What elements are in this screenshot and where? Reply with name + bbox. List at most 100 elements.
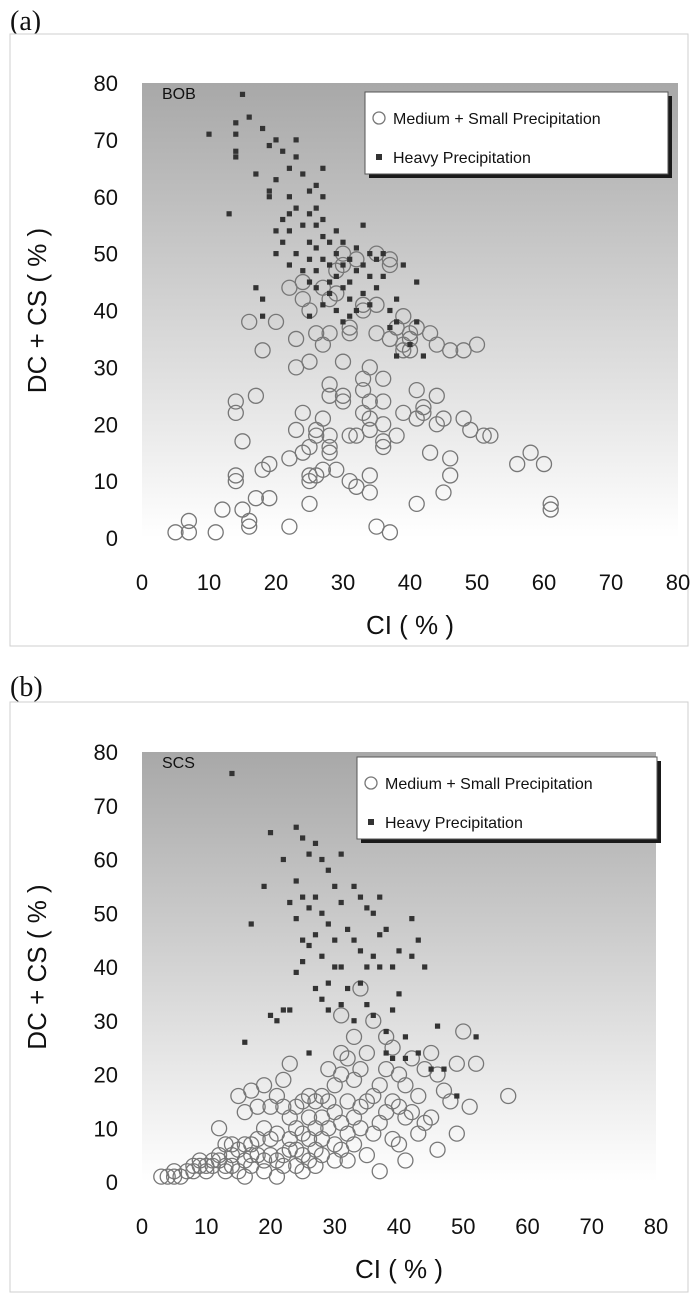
data-point-square <box>320 194 326 200</box>
data-point-circle <box>227 404 244 422</box>
data-point-circle <box>361 359 378 376</box>
x-tick-label: 10 <box>197 570 221 595</box>
data-point-circle <box>462 421 479 439</box>
data-point-square <box>338 1002 344 1008</box>
legend-marker-circle <box>364 776 378 790</box>
data-point-circle <box>334 256 352 274</box>
y-tick-label: 30 <box>94 355 118 380</box>
data-point-square <box>274 1018 280 1024</box>
data-point-circle <box>381 256 399 274</box>
data-point-circle <box>375 416 392 433</box>
data-point-circle <box>241 512 258 530</box>
data-point-circle <box>247 387 265 404</box>
scatter-chart-scs: SCS 0 10 20 30 40 50 60 70 80 0 10 20 30 40 50 60 70 80 CI … <box>9 701 689 1293</box>
data-point-square <box>306 905 312 911</box>
data-point-circle <box>522 444 539 461</box>
data-point-square <box>340 285 346 291</box>
data-point-square <box>253 171 259 177</box>
data-point-square <box>319 856 325 863</box>
data-point-square <box>370 953 376 959</box>
y-tick-label: 40 <box>94 299 118 324</box>
data-point-square <box>233 154 239 160</box>
data-point-square <box>267 830 274 836</box>
data-point-square <box>300 959 306 965</box>
x-tick-label: 0 <box>136 570 148 595</box>
data-point-square <box>266 188 272 194</box>
data-point-square <box>370 910 376 916</box>
data-point-square <box>300 222 306 228</box>
data-point-square <box>351 937 357 943</box>
data-point-square <box>320 165 326 171</box>
y-tick-label: 20 <box>94 412 118 437</box>
data-point-circle <box>429 1141 446 1158</box>
data-point-circle <box>416 1114 433 1132</box>
data-point-square <box>353 245 359 251</box>
data-point-circle <box>509 455 526 473</box>
data-point-circle <box>345 1136 363 1153</box>
data-point-square <box>286 262 292 268</box>
data-point-circle <box>281 450 298 467</box>
data-point-square <box>313 205 319 211</box>
data-point-square <box>380 273 386 279</box>
data-point-circle <box>421 444 439 461</box>
data-point-square <box>383 1028 389 1035</box>
data-point-circle <box>368 325 385 342</box>
data-point-square <box>357 948 364 954</box>
data-point-square <box>383 926 389 932</box>
data-point-square <box>340 262 346 268</box>
data-point-square <box>347 313 353 319</box>
data-point-circle <box>442 1093 459 1110</box>
legend-marker-square <box>368 819 374 825</box>
data-point-square <box>248 921 254 927</box>
data-point-square <box>306 313 313 319</box>
x-axis-label: CI ( % ) <box>366 610 454 640</box>
data-point-circle <box>348 427 365 444</box>
data-point-square <box>306 211 313 217</box>
data-point-square <box>306 851 312 857</box>
data-point-circle <box>281 1055 298 1072</box>
y-tick-label: 60 <box>94 185 118 210</box>
x-tick-label: 50 <box>465 570 489 595</box>
data-point-square <box>414 319 420 325</box>
data-point-square <box>293 824 299 830</box>
x-tick-label: 60 <box>532 570 556 595</box>
data-point-square <box>261 883 267 889</box>
x-tick-label: 20 <box>258 1214 282 1239</box>
data-point-square <box>347 296 353 302</box>
data-point-square <box>306 188 313 194</box>
data-point-square <box>300 894 306 900</box>
data-point-square <box>300 171 306 177</box>
data-point-circle <box>214 501 231 518</box>
data-point-circle <box>210 1120 228 1137</box>
data-point-circle <box>429 1066 446 1083</box>
data-point-circle <box>348 478 365 495</box>
data-point-square <box>377 894 383 900</box>
data-point-square <box>273 251 279 257</box>
data-point-circle <box>461 1098 478 1115</box>
data-point-square <box>367 251 373 257</box>
data-point-square <box>293 154 299 160</box>
data-point-square <box>389 1055 396 1061</box>
data-point-square <box>389 1007 396 1013</box>
data-point-circle <box>328 461 345 478</box>
data-point-circle <box>255 1152 273 1169</box>
legend-label: Medium + Small Precipitation <box>393 111 601 128</box>
data-point-circle <box>448 1125 465 1142</box>
data-point-circle <box>254 342 271 359</box>
data-point-circle <box>167 524 184 541</box>
data-point-square <box>306 942 312 949</box>
data-point-square <box>434 1023 441 1029</box>
data-point-square <box>280 1007 286 1013</box>
data-point-circle <box>410 1087 427 1105</box>
data-point-square <box>273 228 279 234</box>
data-point-square <box>333 273 339 279</box>
data-point-square <box>312 894 319 900</box>
data-point-square <box>364 905 370 911</box>
data-point-circle <box>467 1055 485 1072</box>
data-point-square <box>306 1050 312 1056</box>
data-point-square <box>347 279 353 285</box>
data-point-circle <box>268 1152 286 1169</box>
data-point-square <box>206 131 212 137</box>
data-point-circle <box>361 421 378 439</box>
data-point-square <box>233 120 239 126</box>
